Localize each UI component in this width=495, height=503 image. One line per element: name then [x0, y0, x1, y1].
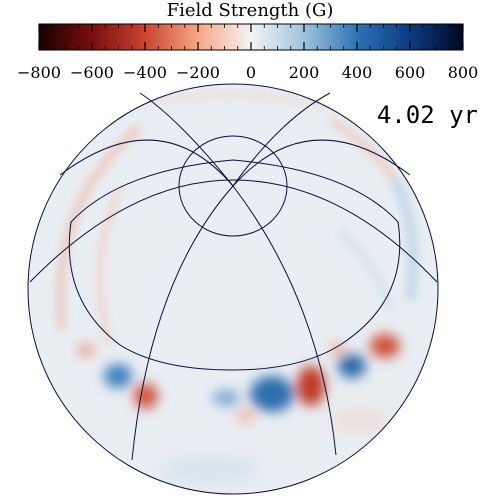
- colorbar-tick-label: 400: [342, 63, 373, 82]
- equator-line: [29, 179, 438, 283]
- meridian-line: [232, 139, 411, 187]
- colorbar-tick-label: −800: [17, 63, 61, 82]
- colorbar-tick-labels: −800 −600 −400 −200 0 200 400 600 800: [17, 63, 478, 82]
- colorbar-tick-label: −400: [123, 63, 167, 82]
- sphere-limb: [27, 83, 439, 495]
- sphere: [27, 83, 439, 495]
- faint-negative-arc: [129, 92, 331, 108]
- negative-patch: [297, 366, 325, 406]
- negative-patch: [134, 383, 158, 409]
- colorbar-ticks: [38, 24, 464, 50]
- colorbar-tick-label: −600: [70, 63, 114, 82]
- meridian-line: [59, 139, 234, 187]
- colorbar-tick-label: 600: [395, 63, 426, 82]
- faint-negative-patch: [330, 410, 390, 430]
- meridian-line: [232, 92, 331, 187]
- faint-positive-patch: [160, 460, 260, 480]
- meridian-line: [131, 185, 234, 461]
- polar-latitude-circle: [178, 135, 288, 237]
- colorbar-tick-label: −200: [176, 63, 220, 82]
- negative-patch: [331, 343, 345, 355]
- negative-patch: [78, 344, 94, 356]
- positive-patch: [338, 354, 366, 378]
- positive-patch: [104, 364, 132, 388]
- faint-positive-arc: [337, 227, 394, 312]
- positive-patch: [250, 376, 294, 412]
- faint-negative-arc: [55, 124, 144, 331]
- colorbar-tick-label: 800: [448, 63, 479, 82]
- field-patterns: [55, 92, 419, 480]
- coordinate-grid: [29, 92, 438, 461]
- faint-negative-arc: [96, 188, 124, 346]
- colorbar-title: Field Strength (G): [167, 0, 334, 21]
- colorbar-tick-label: 0: [246, 63, 256, 82]
- meridian-line: [232, 185, 337, 456]
- time-label: 4.02 yr: [377, 101, 478, 129]
- negative-patch: [236, 410, 256, 422]
- meridian-line: [139, 92, 234, 187]
- latitude-line: [68, 159, 401, 371]
- negative-patch: [370, 334, 400, 358]
- faint-positive-arc: [389, 177, 419, 301]
- colorbar-tick-label: 200: [289, 63, 320, 82]
- colorbar: Field Strength (G) −800 −600 −400 −200 0 200 4…: [17, 0, 478, 82]
- positive-patch: [212, 390, 240, 406]
- sphere-disk: [28, 84, 438, 494]
